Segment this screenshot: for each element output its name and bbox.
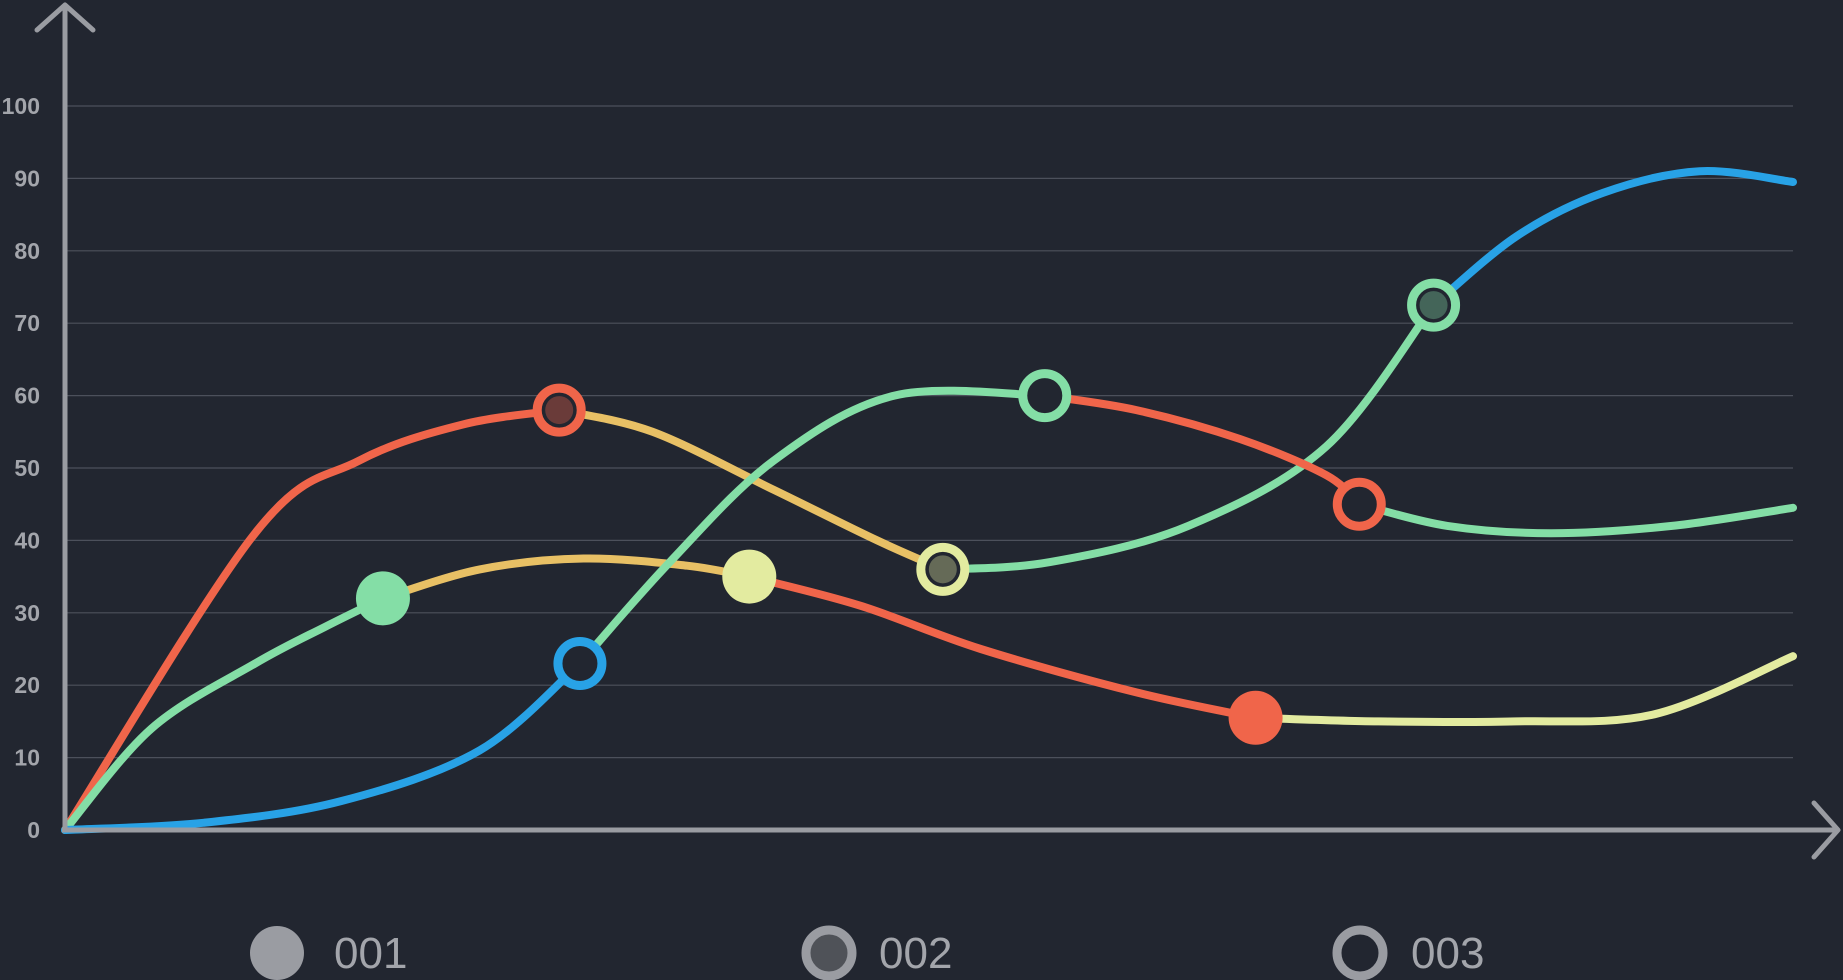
- data-point-center-10: [1345, 490, 1373, 518]
- legend-label: 001: [334, 929, 407, 978]
- series-line-11: [1355, 500, 1797, 538]
- data-point-center-1: [928, 555, 957, 584]
- y-tick-label: 10: [14, 745, 40, 771]
- series-line-10: [1040, 391, 1364, 509]
- data-point-4: [355, 571, 410, 626]
- legend-label: 003: [1411, 929, 1484, 978]
- legend-label: 002: [879, 929, 952, 978]
- data-point-10: [1332, 477, 1386, 531]
- y-axis-tick-labels: 0 10 20 30 40 50 60 70 80 90 100: [2, 93, 40, 843]
- y-tick-label: 90: [14, 165, 40, 191]
- series-lines: [61, 166, 1797, 834]
- y-tick-label: 20: [14, 672, 40, 698]
- axes: [34, 2, 1841, 860]
- series-line-2: [938, 301, 1438, 574]
- legend-marker-filled-icon: [250, 926, 304, 980]
- legend-item-001: 001: [250, 926, 407, 980]
- data-point-6: [1228, 690, 1283, 745]
- data-point-0: [532, 383, 586, 437]
- y-tick-label: 100: [2, 93, 40, 119]
- series-line-8: [61, 659, 584, 834]
- y-tick-label: 50: [14, 455, 40, 481]
- data-point-5: [722, 549, 777, 604]
- gridlines: [65, 105, 1793, 759]
- y-axis-arrow-icon: [34, 2, 96, 33]
- data-point-center-9: [1031, 382, 1059, 410]
- series-line-1: [555, 406, 947, 574]
- legend: 001 002 003: [250, 925, 1484, 980]
- data-point-1: [916, 542, 970, 596]
- series-line-5: [379, 554, 754, 603]
- series-line-6: [745, 572, 1260, 722]
- y-tick-label: 70: [14, 310, 40, 336]
- data-point-8: [553, 636, 607, 690]
- series-line-0: [61, 406, 564, 834]
- y-tick-label: 0: [27, 817, 40, 843]
- legend-marker-ring-icon: [1332, 925, 1388, 980]
- data-point-center-2: [1419, 291, 1448, 320]
- data-point-center-8: [566, 649, 594, 677]
- y-tick-label: 40: [14, 527, 40, 553]
- x-axis-arrow-icon: [1811, 800, 1841, 860]
- y-tick-label: 80: [14, 238, 40, 264]
- data-point-9: [1018, 369, 1072, 423]
- series-line-4: [61, 594, 387, 834]
- y-tick-label: 30: [14, 600, 40, 626]
- series-line-7: [1251, 652, 1797, 727]
- data-point-markers: [355, 278, 1461, 745]
- data-point-2: [1407, 278, 1461, 332]
- legend-marker-ring-filled-icon: [801, 925, 857, 980]
- series-line-9: [575, 386, 1049, 668]
- legend-item-002: 002: [801, 925, 952, 980]
- y-tick-label: 60: [14, 383, 40, 409]
- legend-item-003: 003: [1332, 925, 1484, 980]
- data-point-center-0: [545, 396, 574, 425]
- series-line-3: [1429, 166, 1797, 310]
